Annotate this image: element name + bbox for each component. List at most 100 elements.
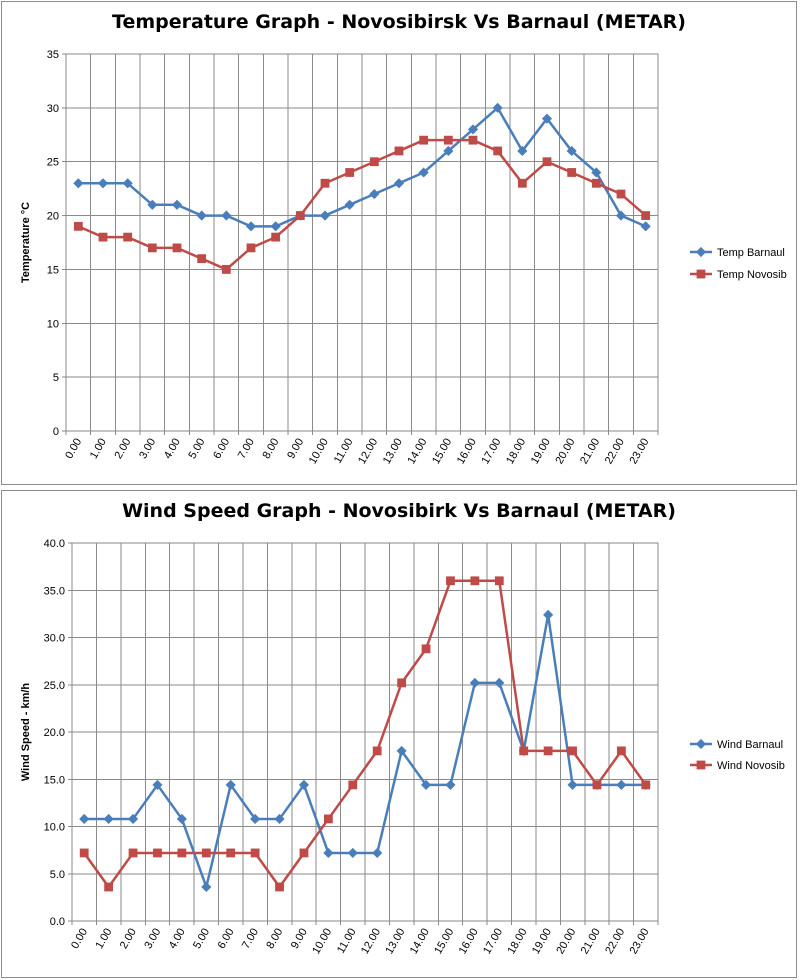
- temp-novosib-point: [567, 168, 577, 177]
- temp-barnaul-point: [122, 178, 133, 189]
- temp-novosib-point: [468, 135, 478, 145]
- wind-novosib-point: [397, 678, 407, 688]
- temp-barnaul-point: [97, 178, 109, 189]
- wind-novosib-point: [348, 780, 358, 790]
- wind-barnaul-point: [201, 881, 212, 893]
- wind-barnaul-line: [84, 613, 646, 889]
- wind-barnaul-point: [176, 813, 187, 825]
- wind-barnaul-legend-marker: [695, 738, 707, 750]
- wind-x-tick-label: 15.00: [432, 926, 456, 956]
- temp-y-tick-label: 30: [47, 103, 59, 115]
- temp-plot-area: [65, 53, 659, 432]
- temp-x-tick-label: 23.00: [627, 436, 651, 466]
- wind-novosib-point: [494, 576, 504, 586]
- temp-x-tick-label: 15.00: [430, 436, 454, 466]
- temp-chart-title: Temperature Graph - Novosibirsk Vs Barna…: [112, 11, 686, 33]
- temp-novosib-point: [369, 157, 379, 167]
- temp-barnaul-point: [369, 188, 380, 200]
- wind-barnaul-legend-label: Wind Barnaul: [717, 739, 783, 751]
- temp-barnaul-point: [467, 124, 479, 135]
- temp-y-axis-label: Temperature °C: [20, 202, 32, 283]
- wind-y-tick-label: 30.0: [44, 633, 65, 645]
- temp-barnaul-point: [517, 145, 528, 157]
- temp-barnaul-legend-label: Temp Barnaul: [717, 247, 785, 259]
- wind-novosib-point: [226, 848, 236, 858]
- temp-x-tick-label: 16.00: [455, 436, 479, 466]
- wind-speed-chart: Wind Speed Graph - Novosibirk Vs Barnaul…: [20, 500, 785, 956]
- temp-barnaul-point: [344, 199, 355, 210]
- wind-x-tick-label: 13.00: [383, 926, 407, 956]
- temp-barnaul-point: [147, 199, 158, 210]
- temp-barnaul-point: [221, 210, 232, 221]
- wind-barnaul-point: [347, 847, 358, 859]
- temp-barnaul-point: [541, 113, 553, 124]
- wind-novosib-point: [446, 576, 455, 586]
- wind-x-tick-label: 22.00: [603, 926, 627, 956]
- wind-y-axis-label: Wind Speed - km/h: [20, 683, 32, 782]
- temp-novosib-point: [641, 211, 651, 220]
- wind-novosib-point: [470, 576, 480, 586]
- temp-x-tick-label: 18.00: [504, 436, 528, 466]
- temp-barnaul-point: [566, 145, 577, 157]
- temp-x-tick-label: 5.00: [186, 436, 207, 461]
- wind-novosib-point: [616, 746, 626, 756]
- temp-novosib-point: [197, 254, 207, 264]
- wind-barnaul-point: [372, 847, 383, 859]
- temp-x-tick-label: 1.00: [88, 436, 109, 461]
- wind-x-tick-label: 0.00: [69, 926, 90, 951]
- temp-novosib-point: [123, 232, 133, 242]
- temp-novosib-point: [172, 243, 182, 253]
- wind-x-tick-label: 17.00: [481, 926, 505, 956]
- temp-novosib-point: [616, 189, 626, 199]
- temp-x-tick-label: 20.00: [553, 436, 577, 466]
- wind-x-tick-label: 11.00: [335, 926, 359, 955]
- temp-x-tick-label: 4.00: [162, 436, 183, 461]
- temperature-chart: Temperature Graph - Novosibirsk Vs Barna…: [20, 11, 787, 466]
- wind-barnaul-point: [79, 813, 90, 825]
- temp-barnaul-point: [591, 167, 602, 178]
- wind-novosib-point: [323, 814, 333, 824]
- temp-x-tick-label: 19.00: [529, 436, 553, 466]
- wind-x-tick-label: 10.00: [310, 926, 334, 956]
- temp-x-tick-label: 17.00: [479, 436, 503, 466]
- wind-x-tick-label: 1.00: [93, 926, 114, 951]
- wind-x-tick-label: 16.00: [457, 926, 481, 956]
- wind-y-tick-label: 35.0: [44, 585, 65, 597]
- temp-y-tick-label: 35: [47, 49, 59, 61]
- wind-novosib-point: [128, 848, 138, 858]
- wind-barnaul-point: [127, 813, 139, 825]
- temp-x-tick-label: 0.00: [63, 436, 84, 461]
- wind-novosib-point: [201, 848, 211, 858]
- wind-novosib-legend-label: Wind Novosib: [717, 760, 785, 772]
- temp-barnaul-point: [418, 167, 429, 178]
- wind-x-tick-label: 23.00: [628, 926, 652, 956]
- temp-x-tick-label: 11.00: [332, 436, 356, 465]
- temp-barnaul-point: [443, 145, 454, 157]
- wind-barnaul-point: [152, 779, 163, 790]
- temp-novosib-point: [394, 146, 404, 156]
- wind-y-tick-label: 0.0: [50, 916, 65, 928]
- temp-novosib-point: [542, 157, 552, 167]
- wind-novosib-point: [519, 746, 529, 756]
- temp-novosib-point: [345, 168, 355, 177]
- temp-y-tick-label: 15: [47, 264, 59, 276]
- wind-barnaul-point: [250, 813, 261, 825]
- temp-novosib-point: [419, 135, 429, 145]
- wind-novosib-point: [275, 882, 284, 892]
- wind-y-tick-label: 40.0: [44, 538, 65, 550]
- temp-x-tick-label: 22.00: [603, 436, 627, 466]
- wind-x-tick-label: 2.00: [118, 926, 139, 951]
- wind-novosib-point: [568, 746, 577, 756]
- temp-x-tick-label: 14.00: [405, 436, 429, 466]
- wind-barnaul-point: [567, 779, 578, 790]
- temp-novosib-point: [98, 232, 108, 242]
- wind-x-tick-label: 19.00: [530, 926, 554, 956]
- wind-x-tick-label: 3.00: [142, 926, 163, 951]
- temp-y-tick-label: 20: [47, 211, 59, 223]
- wind-novosib-point: [79, 848, 89, 858]
- wind-barnaul-point: [469, 677, 480, 688]
- wind-novosib-point: [104, 882, 114, 892]
- wind-novosib-point: [250, 848, 260, 858]
- temp-barnaul-point: [196, 210, 207, 221]
- wind-novosib-point: [421, 644, 431, 654]
